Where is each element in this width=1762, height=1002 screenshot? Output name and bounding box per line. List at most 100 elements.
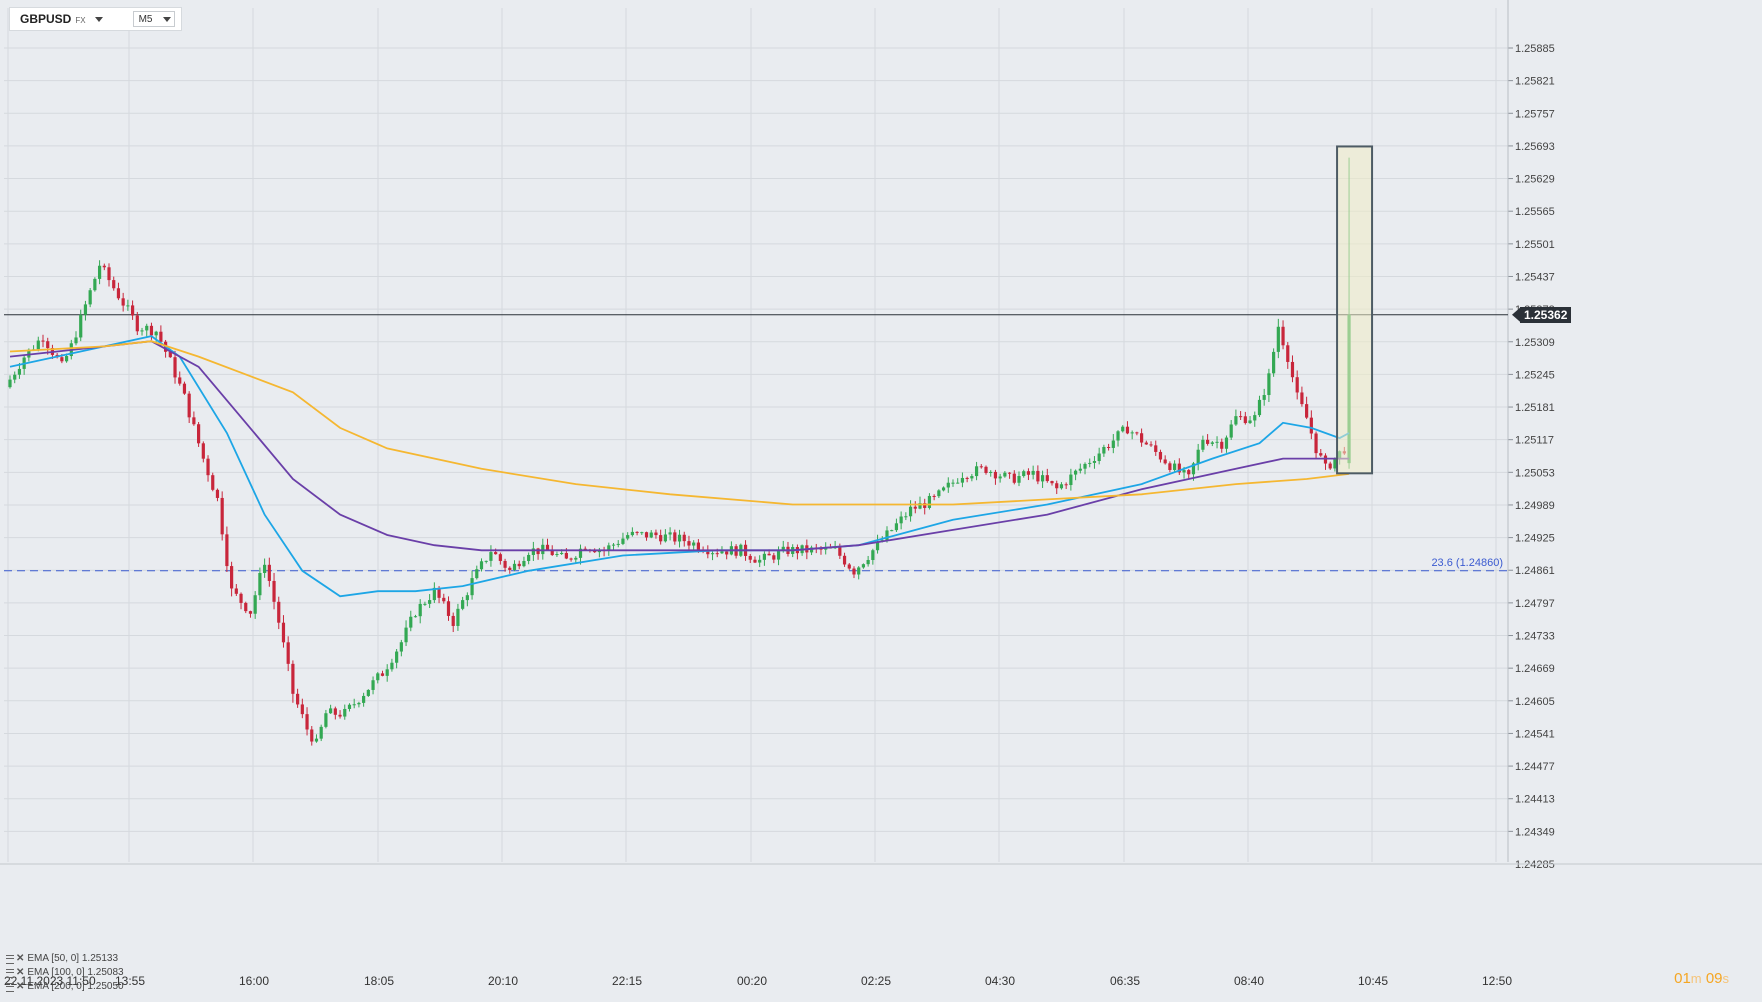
settings-icon[interactable]	[6, 968, 14, 978]
candle-body	[974, 466, 979, 477]
candle-body	[130, 305, 135, 316]
candle-body	[314, 738, 319, 742]
candle-body	[1106, 446, 1111, 448]
y-tick-label: 1.25629	[1515, 174, 1555, 186]
y-tick-label: 1.24541	[1515, 728, 1555, 740]
candle-body	[1158, 451, 1163, 460]
candle-body	[8, 379, 12, 388]
candle-body	[1064, 484, 1068, 486]
y-tick-label: 1.24989	[1515, 500, 1555, 512]
candle-body	[871, 550, 875, 560]
legend-ema-100[interactable]: ✕ EMA [100, 0] 1.25083	[6, 966, 124, 980]
candle-body	[984, 466, 988, 473]
timer-seconds: 09	[1705, 970, 1723, 987]
candle-body	[494, 552, 498, 555]
candle-body	[498, 554, 502, 561]
candle-body	[362, 695, 366, 703]
candle-body	[522, 561, 526, 567]
candle-body	[993, 471, 998, 479]
candle-body	[970, 476, 974, 479]
candle-body	[74, 337, 78, 344]
candle-body	[1196, 449, 1200, 464]
y-tick-label: 1.25885	[1515, 43, 1555, 55]
candle-body	[687, 541, 691, 546]
symbol-dropdown-icon[interactable]	[94, 16, 103, 22]
legend-ema-50[interactable]: ✕ EMA [50, 0] 1.25133	[6, 952, 124, 966]
candle-body	[1290, 361, 1295, 378]
candle-body	[560, 552, 564, 554]
candle-body	[1229, 424, 1233, 438]
candle-body	[46, 341, 50, 349]
timeframe-dropdown-icon[interactable]	[163, 16, 172, 22]
candle-body	[201, 443, 205, 459]
candle-body	[234, 588, 238, 594]
y-tick-label: 1.24349	[1515, 826, 1555, 838]
candle-body	[305, 714, 309, 730]
remove-indicator-icon[interactable]: ✕	[16, 953, 25, 964]
candle-body	[286, 642, 290, 664]
candle-body	[1177, 463, 1181, 473]
candle-body	[1239, 416, 1243, 418]
candle-body	[178, 377, 182, 384]
candle-body	[1328, 463, 1332, 469]
candle-body	[946, 482, 950, 488]
candle-body	[432, 587, 436, 601]
candle-body	[894, 523, 899, 531]
candle-body	[1187, 470, 1191, 475]
candle-body	[1262, 395, 1266, 400]
candle-body	[1272, 351, 1276, 374]
candle-body	[1163, 459, 1167, 464]
candle-body	[1031, 470, 1035, 475]
candle-body	[1191, 463, 1196, 475]
remove-indicator-icon[interactable]: ✕	[16, 967, 25, 978]
legend-ema-200[interactable]: ✕ EMA [200, 0] 1.25050	[6, 980, 124, 994]
ema-line-100	[9, 340, 1350, 552]
candle-body	[545, 544, 550, 550]
x-tick-label: 06:35	[1110, 974, 1140, 988]
candle-body	[564, 552, 568, 559]
x-tick-label: 04:30	[985, 974, 1015, 988]
candle-body	[418, 603, 422, 617]
candle-body	[182, 383, 187, 394]
candle-body	[36, 340, 40, 350]
candle-body	[1168, 463, 1172, 470]
settings-icon[interactable]	[6, 982, 14, 992]
candle-body	[1017, 476, 1021, 483]
candle-body	[776, 550, 781, 560]
candle-body	[1149, 444, 1153, 446]
y-tick-label: 1.24861	[1515, 565, 1555, 577]
candle-body	[1059, 484, 1064, 489]
candle-body	[88, 290, 92, 305]
candle-body	[555, 553, 559, 556]
candle-body	[1088, 462, 1092, 464]
candle-body	[281, 622, 286, 643]
candle-body	[1092, 461, 1097, 463]
candle-body	[479, 561, 484, 570]
y-tick-label: 1.25565	[1515, 206, 1555, 218]
symbol-name[interactable]: GBPUSD	[20, 12, 72, 26]
candle-body	[1234, 416, 1238, 425]
candle-body	[611, 544, 616, 546]
candle-body	[333, 708, 337, 715]
candle-body	[503, 560, 507, 568]
candle-body	[1078, 468, 1082, 471]
candle-body	[1333, 458, 1337, 469]
candle-body	[230, 566, 234, 589]
x-tick-label: 10:45	[1358, 974, 1388, 988]
current-price-tag: 1.25362	[1520, 306, 1572, 323]
candle-body	[27, 349, 31, 358]
remove-indicator-icon[interactable]: ✕	[16, 981, 25, 992]
candle-body	[866, 559, 870, 565]
x-tick-label: 16:00	[239, 974, 269, 988]
candle-body	[1323, 455, 1328, 464]
candle-body	[154, 331, 158, 336]
candle-body	[1215, 441, 1219, 443]
candle-body	[861, 564, 866, 568]
x-tick-label: 18:05	[364, 974, 394, 988]
settings-icon[interactable]	[6, 954, 14, 964]
y-tick-label: 1.25693	[1515, 141, 1555, 153]
timeframe-select[interactable]: M5	[132, 11, 175, 27]
timer-s-unit: s	[1722, 971, 1730, 986]
candle-body	[1135, 432, 1139, 434]
